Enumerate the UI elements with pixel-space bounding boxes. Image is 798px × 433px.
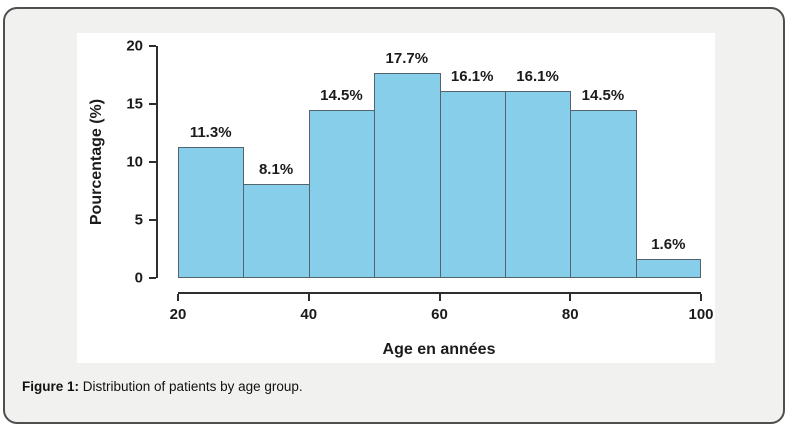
x-axis-tick-label: 100 [688, 306, 714, 323]
bar-value-label: 14.5% [581, 86, 625, 104]
histogram-bar [439, 91, 506, 278]
x-axis-title: Age en années [382, 341, 496, 358]
bar-value-label: 16.1% [516, 68, 559, 86]
x-axis-tick-label: 20 [169, 306, 187, 323]
y-axis-tick-label: 20 [126, 37, 143, 55]
figure-caption-label: Figure 1: [22, 379, 80, 394]
chart-panel: Pourcentage (%) 0 5 10 15 20 11.3% 8.1% 14.5% 1… [77, 33, 715, 363]
y-axis-tick [149, 277, 156, 279]
x-axis-tick-label: 80 [561, 306, 579, 323]
histogram-bar [635, 259, 701, 278]
histogram-bar [570, 109, 637, 278]
y-axis-tick-label: 5 [134, 211, 143, 229]
x-axis-tick [700, 294, 702, 301]
x-axis-tick [177, 294, 179, 301]
histogram-bar [178, 146, 245, 278]
bar-value-label: 17.7% [385, 49, 429, 67]
bar-value-label: 1.6% [651, 236, 686, 254]
y-axis-tick-label: 0 [134, 269, 143, 287]
y-axis-tick [149, 45, 156, 47]
y-axis-tick-label: 10 [126, 153, 143, 171]
x-axis-tick-label: 40 [300, 306, 318, 323]
figure-card: Pourcentage (%) 0 5 10 15 20 11.3% 8.1% 14.5% 1… [3, 7, 785, 424]
y-axis: 0 5 10 15 20 [126, 38, 158, 287]
histogram-bar [374, 72, 441, 278]
x-axis-tick [438, 294, 441, 301]
bar-value-label: 14.5% [320, 86, 363, 104]
x-axis-tick [307, 294, 310, 301]
x-axis-tick [569, 294, 572, 301]
y-axis-tick [149, 103, 156, 105]
y-axis-tick [149, 161, 156, 163]
bar-value-label: 11.3% [189, 123, 232, 141]
x-axis: 20 40 60 80 100 [170, 292, 714, 323]
bar-value-label: 16.1% [450, 68, 494, 86]
histogram-bar [308, 109, 376, 278]
x-axis-tick-label: 60 [431, 306, 448, 323]
histogram-plot: 11.3% 8.1% 14.5% 17.7% 16.1% 16.1% 14.5% 1.6% [178, 46, 701, 278]
y-axis-tick-label: 15 [126, 95, 143, 113]
figure-caption: Figure 1: Distribution of patients by ag… [22, 379, 303, 394]
y-axis-tick [149, 219, 156, 221]
histogram-bar [243, 184, 310, 278]
histogram-bar [504, 91, 572, 278]
figure-caption-text: Distribution of patients by age group. [79, 379, 303, 394]
bar-value-label: 8.1% [258, 161, 294, 179]
